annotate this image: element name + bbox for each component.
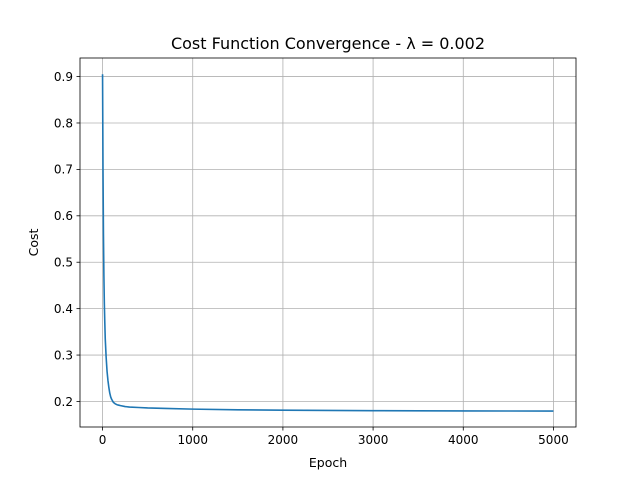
chart-title: Cost Function Convergence - λ = 0.002 bbox=[171, 34, 485, 53]
y-tick-label: 0.5 bbox=[54, 256, 73, 270]
y-axis-label: Cost bbox=[26, 229, 41, 257]
x-tick-label: 4000 bbox=[448, 433, 479, 447]
axis-ticks: 0 1000 2000 3000 4000 5000 0.2 0.3 0.4 0.5 0.6 0.7 0… bbox=[54, 70, 569, 447]
x-axis-label: Epoch bbox=[309, 455, 347, 470]
y-tick-label: 0.3 bbox=[54, 348, 73, 362]
y-tick-label: 0.2 bbox=[54, 395, 73, 409]
x-tick-label: 0 bbox=[99, 433, 107, 447]
y-tick-label: 0.4 bbox=[54, 302, 73, 316]
x-tick-label: 3000 bbox=[358, 433, 389, 447]
grid-lines bbox=[80, 58, 576, 427]
x-tick-label: 2000 bbox=[268, 433, 299, 447]
y-tick-label: 0.9 bbox=[54, 70, 73, 84]
x-tick-label: 5000 bbox=[538, 433, 569, 447]
x-tick-label: 1000 bbox=[177, 433, 208, 447]
y-tick-label: 0.8 bbox=[54, 116, 73, 130]
y-tick-label: 0.7 bbox=[54, 163, 73, 177]
cost-series-line bbox=[101, 74, 554, 412]
y-tick-label: 0.6 bbox=[54, 209, 73, 223]
plot-area bbox=[101, 74, 554, 412]
axes-frame bbox=[79, 57, 577, 428]
